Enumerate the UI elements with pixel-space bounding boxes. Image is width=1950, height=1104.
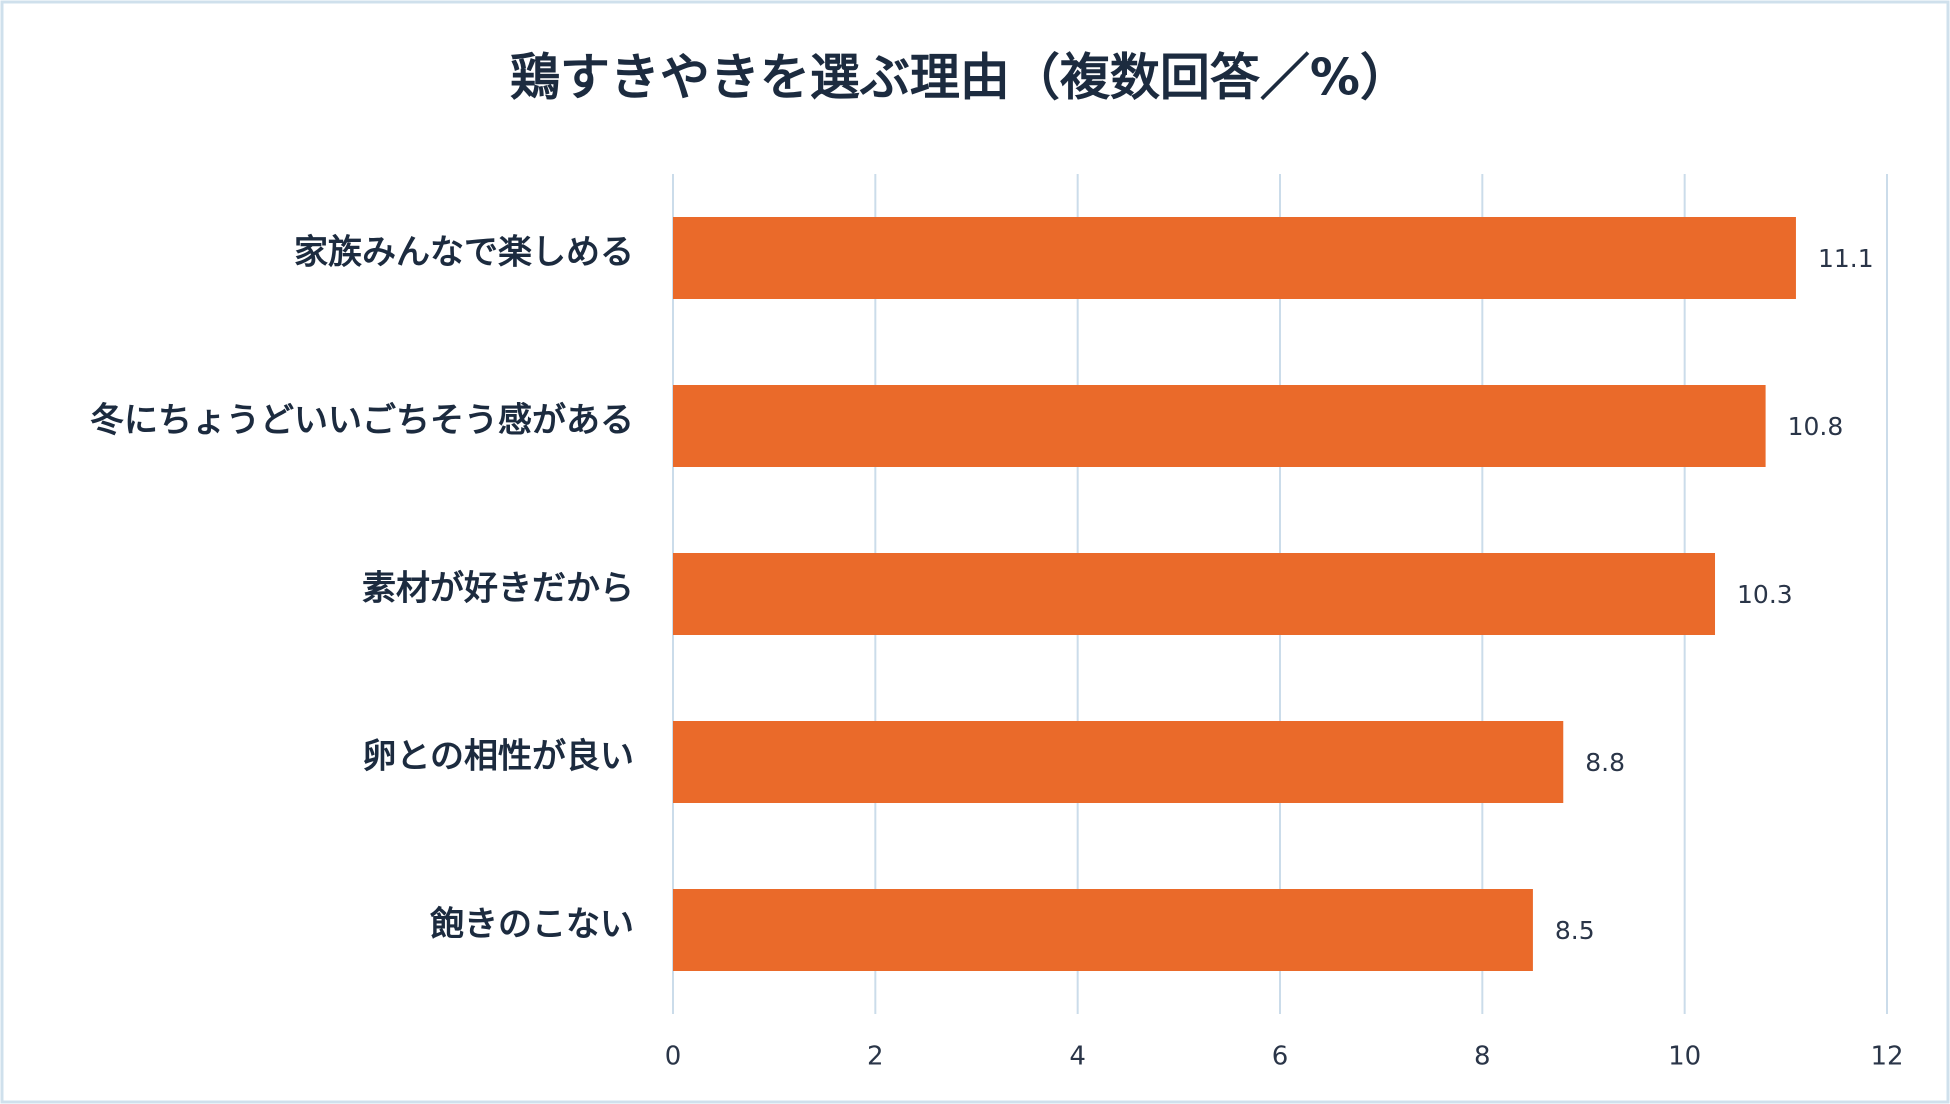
y-tick-label: 素材が好きだから <box>362 569 634 609</box>
x-tick-label: 0 <box>665 1042 682 1072</box>
value-label: 11.1 <box>1818 244 1874 273</box>
x-tick-label: 10 <box>1668 1042 1701 1072</box>
y-tick-label: 家族みんなで楽しめる <box>294 233 634 273</box>
bar <box>673 217 1796 299</box>
y-tick-label: 冬にちょうどいいごちそう感がある <box>90 401 634 441</box>
bar <box>673 385 1766 467</box>
x-tick-label: 6 <box>1272 1042 1289 1072</box>
value-label: 8.5 <box>1555 916 1595 945</box>
value-label: 10.8 <box>1788 412 1844 441</box>
value-label: 10.3 <box>1737 580 1793 609</box>
chart-title: 鶏すきやきを選ぶ理由（複数回答／%） <box>510 49 1410 107</box>
bar <box>673 889 1533 971</box>
x-tick-label: 8 <box>1474 1042 1491 1072</box>
x-tick-label: 4 <box>1069 1042 1086 1072</box>
bar <box>673 721 1564 803</box>
value-label: 8.8 <box>1585 748 1625 777</box>
x-tick-label: 2 <box>867 1042 884 1072</box>
y-tick-label: 卵との相性が良い <box>362 737 634 777</box>
y-tick-label: 飽きのこない <box>430 905 634 945</box>
bar <box>673 553 1716 635</box>
x-tick-label: 12 <box>1870 1042 1903 1072</box>
